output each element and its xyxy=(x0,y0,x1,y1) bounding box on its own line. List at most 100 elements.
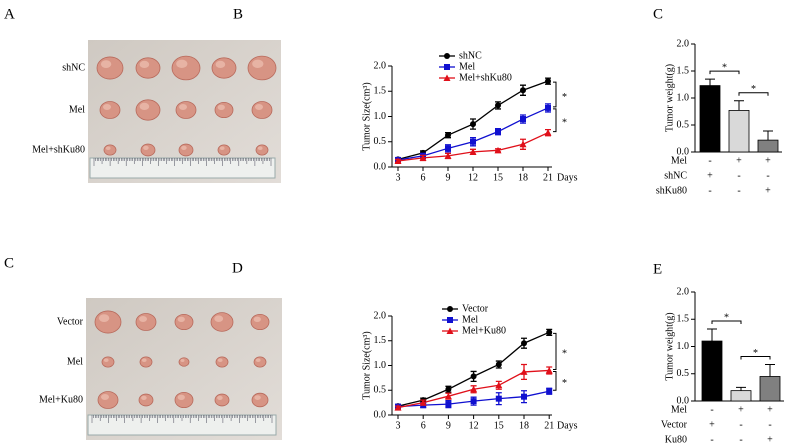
tumor-highlight xyxy=(179,104,187,110)
point xyxy=(445,145,451,152)
y-tick-label: 0.5 xyxy=(677,119,690,130)
bar xyxy=(759,376,781,402)
panel-label: B xyxy=(233,6,243,22)
tumor-highlight xyxy=(217,358,223,363)
y-axis-label: Tumor weight(g) xyxy=(664,64,675,132)
significance-bracket xyxy=(740,355,771,360)
y-tick-label: 0.0 xyxy=(374,161,387,172)
tumor xyxy=(217,144,231,156)
point xyxy=(445,401,452,408)
y-tick-label: 0.0 xyxy=(677,395,690,406)
tumor-highlight xyxy=(100,60,112,68)
tumor-highlight xyxy=(180,359,185,362)
tumor-highlight xyxy=(98,314,110,322)
tumor xyxy=(251,392,269,408)
condition-sign: - xyxy=(710,404,713,415)
point xyxy=(521,340,527,347)
x-tick-label: 21 xyxy=(543,172,553,183)
condition-sign: + xyxy=(707,170,713,181)
point xyxy=(495,395,502,402)
y-tick-label: 1.5 xyxy=(677,65,690,76)
point xyxy=(444,392,452,400)
tumor-highlight xyxy=(217,104,225,111)
x-tick-label: 9 xyxy=(446,420,451,431)
tumor xyxy=(214,101,234,119)
tumor-highlight xyxy=(181,145,187,150)
legend-label: Mel+Ku80 xyxy=(462,325,506,336)
tumor xyxy=(253,356,267,368)
condition-name: shNC xyxy=(664,170,687,181)
tumor xyxy=(171,55,201,81)
tumor-highlight xyxy=(255,104,263,110)
y-tick-label: 2.0 xyxy=(374,310,387,321)
tumor-highlight xyxy=(255,358,261,363)
tumor xyxy=(135,99,161,121)
point xyxy=(470,385,478,393)
significance-bracket xyxy=(738,92,769,96)
legend-label: Vector xyxy=(462,303,489,314)
y-tick-label: 0.5 xyxy=(374,136,387,147)
tumor-highlight xyxy=(257,146,263,150)
panel-label: C xyxy=(653,6,663,22)
x-tick-label: 12 xyxy=(469,420,479,431)
tumor-highlight xyxy=(141,395,147,400)
y-tick-label: 0.0 xyxy=(374,409,387,420)
tumor-highlight xyxy=(103,104,111,110)
point xyxy=(447,317,453,323)
tumor xyxy=(247,55,277,81)
annotation: * xyxy=(751,84,756,95)
condition-sign: + xyxy=(765,155,771,166)
tumor-highlight xyxy=(139,102,150,110)
point xyxy=(546,388,553,395)
point xyxy=(520,87,526,94)
annotation: * xyxy=(722,62,727,73)
error-bar xyxy=(707,328,717,342)
condition-sign: - xyxy=(737,185,740,196)
condition-sign: + xyxy=(709,419,715,430)
tumor xyxy=(101,356,115,368)
point xyxy=(495,381,503,389)
tumor-photo: Vector Mel Mel+Ku80 xyxy=(39,298,282,440)
point xyxy=(419,399,427,406)
tumor-highlight xyxy=(141,358,147,363)
point xyxy=(495,128,501,135)
bar xyxy=(728,110,750,153)
tumor xyxy=(139,356,153,368)
condition-name: shKu80 xyxy=(656,185,687,196)
tumor xyxy=(210,312,234,332)
condition-sign: - xyxy=(739,419,742,430)
y-tick-label: 1.5 xyxy=(374,335,387,346)
error-bar xyxy=(734,100,744,111)
panel-label: E xyxy=(653,261,662,277)
tumor-highlight xyxy=(217,395,223,400)
tumor-highlight xyxy=(105,146,111,150)
condition-sign: - xyxy=(768,419,771,430)
x-tick-label: 6 xyxy=(421,172,426,183)
y-tick-label: 2.0 xyxy=(677,38,690,49)
annotation: * xyxy=(562,92,567,103)
error-bar xyxy=(736,386,746,391)
legend-label: Mel xyxy=(459,61,475,72)
condition-name: Mel xyxy=(671,404,687,415)
point xyxy=(469,148,477,155)
condition-sign: + xyxy=(765,185,771,196)
x-tick-label: 18 xyxy=(519,420,529,431)
legend-label: shNC xyxy=(459,50,482,61)
annotation: * xyxy=(753,348,758,359)
point xyxy=(544,129,552,136)
legend-label: Mel+shKu80 xyxy=(459,72,512,83)
condition-sign: + xyxy=(767,434,773,445)
x-tick-label: 21 xyxy=(544,420,554,431)
error-bar xyxy=(763,130,773,141)
x-tick-label: 3 xyxy=(396,420,401,431)
point xyxy=(446,327,454,334)
tumor xyxy=(138,393,154,407)
point xyxy=(521,393,527,400)
bar xyxy=(730,390,752,402)
condition-sign: - xyxy=(737,170,740,181)
x-tick-label: 12 xyxy=(468,172,478,183)
tumor xyxy=(211,57,237,79)
tumor xyxy=(135,57,161,79)
point xyxy=(419,154,427,161)
y-tick-label: 0.5 xyxy=(677,368,690,379)
